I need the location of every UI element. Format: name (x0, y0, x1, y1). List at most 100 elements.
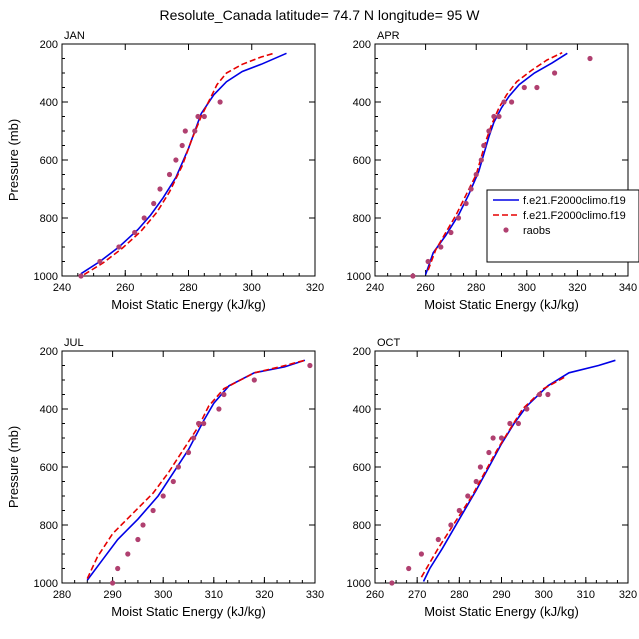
x-axis-label: Moist Static Energy (kJ/kg) (111, 297, 266, 312)
legend-label-3: raobs (523, 225, 551, 237)
plot-frame (61, 350, 316, 584)
raobs-point (217, 99, 223, 105)
legend-box (486, 189, 639, 263)
raobs-point (251, 377, 257, 383)
chart-panel-oct: OCT 260 270 280 290 300 310 320 200 400 600 800 1000… (347, 337, 638, 619)
series-line-2 (86, 359, 306, 579)
series-line-1 (422, 359, 616, 582)
raobs-point (418, 551, 424, 557)
y-axis-label: Pressure (mb) (6, 426, 21, 508)
x-tick-label: 290 (103, 589, 121, 601)
x-axis-label: Moist Static Energy (kJ/kg) (111, 604, 266, 619)
panel-label: JUL (64, 337, 84, 349)
plot-frame (61, 43, 316, 277)
series-line-2 (427, 51, 563, 271)
x-tick-label: 320 (255, 589, 273, 601)
y-tick-label: 800 (353, 520, 371, 532)
raobs-point (455, 215, 462, 221)
raobs-point (135, 536, 141, 543)
raobs-point (463, 200, 469, 207)
legend-label-2: f.e21.F2000climo.f19 (523, 210, 626, 222)
raobs-point (509, 99, 515, 105)
raobs-point (132, 229, 138, 236)
y-tick-label: 800 (40, 213, 58, 225)
raobs-point (587, 55, 593, 62)
x-tick-label: 270 (408, 589, 426, 601)
chart-panel-jan: JAN 240 260 280 300 320 200 400 600 800 1000 Moist … (6, 30, 324, 312)
panel-label: JAN (64, 30, 85, 42)
y-tick-label: 400 (353, 97, 371, 109)
raobs-point (221, 391, 227, 398)
x-tick-label: 240 (53, 282, 71, 294)
x-tick-label: 280 (179, 282, 197, 294)
raobs-point (166, 171, 173, 178)
y-tick-label: 200 (353, 39, 371, 51)
y-tick-label: 1000 (34, 271, 58, 283)
panel-label: OCT (377, 337, 401, 349)
x-tick-label: 300 (154, 589, 172, 601)
y-tick-label: 800 (353, 213, 371, 225)
raobs-point (448, 522, 454, 528)
x-tick-label: 290 (492, 589, 510, 601)
raobs-point (477, 464, 483, 470)
x-tick-label: 310 (205, 589, 223, 601)
raobs-point (490, 435, 496, 441)
raobs-point (406, 565, 412, 572)
raobs-point (473, 478, 479, 485)
y-axis-label: Pressure (mb) (6, 119, 21, 201)
raobs-point (182, 128, 188, 134)
raobs-point (201, 113, 207, 120)
raobs-point (175, 464, 181, 470)
raobs-point (534, 84, 540, 91)
raobs-point (170, 478, 176, 485)
raobs-point (481, 142, 487, 149)
raobs-point (195, 113, 201, 120)
x-tick-label: 300 (243, 282, 261, 294)
y-tick-label: 200 (40, 346, 58, 358)
series-line-1 (86, 359, 306, 581)
raobs-point (545, 391, 551, 398)
raobs-point (141, 215, 147, 221)
raobs-point (185, 449, 192, 456)
raobs-point (507, 420, 513, 427)
legend: f.e21.F2000climo.f19 f.e21.F2000climo.f19… (486, 189, 639, 263)
y-tick-label: 600 (353, 462, 371, 474)
y-tick-label: 200 (353, 346, 371, 358)
y-tick-label: 1000 (34, 578, 58, 590)
raobs-point (125, 551, 131, 557)
raobs-point (110, 580, 116, 586)
x-tick-label: 320 (619, 589, 637, 601)
raobs-point (115, 565, 121, 572)
raobs-point (536, 391, 543, 398)
raobs-point (157, 186, 163, 192)
raobs-point (173, 157, 179, 163)
raobs-point (496, 113, 502, 120)
y-tick-label: 600 (40, 155, 58, 167)
raobs-point (498, 435, 505, 441)
x-tick-label: 320 (568, 282, 586, 294)
y-tick-label: 600 (353, 155, 371, 167)
raobs-point (216, 406, 222, 412)
raobs-point (191, 435, 197, 441)
y-tick-label: 1000 (347, 271, 371, 283)
raobs-point (201, 420, 207, 427)
x-tick-label: 240 (366, 282, 384, 294)
raobs-point (448, 229, 454, 236)
raobs-point (524, 406, 530, 412)
raobs-point (410, 273, 416, 279)
raobs-point (473, 171, 479, 178)
y-tick-label: 800 (40, 520, 58, 532)
x-tick-label: 280 (467, 282, 485, 294)
raobs-point (478, 157, 484, 163)
x-tick-label: 340 (619, 282, 637, 294)
y-tick-label: 400 (40, 404, 58, 416)
raobs-point (196, 420, 202, 427)
x-tick-label: 260 (416, 282, 434, 294)
raobs-point (468, 186, 474, 192)
series-line-1 (80, 52, 287, 275)
raobs-point (465, 493, 471, 499)
raobs-point (438, 244, 444, 250)
raobs-point (97, 258, 103, 265)
chart-panel-jul: JUL 280 290 300 310 320 330 200 400 600 800 1000 Moi… (6, 337, 324, 619)
